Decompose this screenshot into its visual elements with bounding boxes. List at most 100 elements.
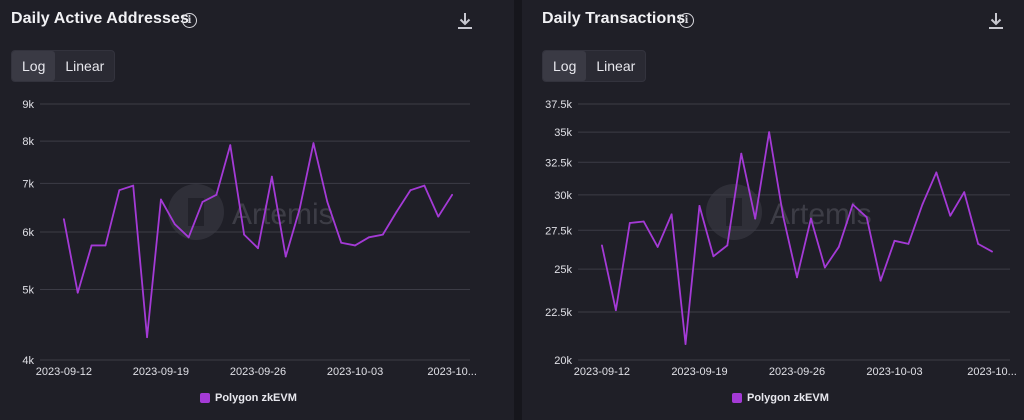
data-point[interactable]	[368, 236, 370, 239]
data-point[interactable]	[893, 239, 896, 242]
x-tick-label: 2023-10...	[967, 366, 1017, 378]
data-point[interactable]	[823, 266, 826, 269]
x-tick-label: 2023-10-03	[866, 366, 922, 378]
chart-title: Daily Transactions	[542, 10, 686, 27]
data-point[interactable]	[173, 223, 176, 226]
data-point[interactable]	[726, 244, 729, 247]
data-point[interactable]	[851, 203, 854, 206]
data-point[interactable]	[132, 184, 135, 187]
data-point[interactable]	[229, 144, 232, 147]
data-point[interactable]	[796, 276, 798, 279]
scale-option-linear[interactable]: Linear	[65, 58, 105, 74]
y-tick-label: 8k	[22, 136, 34, 148]
scale-option-log[interactable]: Log	[12, 51, 56, 81]
data-point[interactable]	[146, 336, 148, 339]
legend-swatch	[200, 393, 210, 403]
download-icon[interactable]	[987, 11, 1005, 31]
x-tick-label: 2023-09-12	[36, 366, 92, 378]
x-tick-label: 2023-10...	[427, 366, 477, 378]
data-point[interactable]	[312, 142, 315, 145]
data-point[interactable]	[118, 189, 121, 192]
y-tick-label: 4k	[22, 355, 34, 367]
x-tick-label: 2023-09-12	[574, 366, 630, 378]
y-tick-label: 27.5k	[545, 225, 572, 237]
y-tick-label: 35k	[554, 127, 572, 139]
data-point[interactable]	[991, 250, 993, 253]
data-point[interactable]	[684, 343, 687, 345]
data-point[interactable]	[642, 220, 645, 223]
line-chart-svg: Artemis 20k 22.5k 25k 27.5k 30k 32.5k 35k 37.5k 2…	[545, 99, 1017, 378]
data-point[interactable]	[409, 189, 412, 192]
data-point[interactable]	[451, 193, 454, 196]
data-point[interactable]	[754, 217, 757, 220]
x-tick-label: 2023-09-19	[133, 366, 189, 378]
data-point[interactable]	[865, 216, 868, 219]
data-point[interactable]	[257, 247, 259, 250]
data-point[interactable]	[656, 246, 659, 248]
data-point[interactable]	[298, 208, 301, 211]
data-point[interactable]	[284, 255, 287, 258]
data-point[interactable]	[670, 213, 673, 216]
y-tick-label: 37.5k	[545, 99, 572, 111]
data-point[interactable]	[977, 242, 980, 245]
scale-option-log[interactable]: Log	[543, 51, 587, 81]
x-tick-label: 2023-10-03	[327, 366, 383, 378]
data-point[interactable]	[921, 203, 924, 206]
panel-divider	[514, 0, 522, 420]
data-point[interactable]	[601, 244, 603, 247]
info-icon[interactable]: i	[679, 13, 694, 28]
data-point[interactable]	[782, 214, 784, 217]
x-tick-label: 2023-09-19	[671, 366, 727, 378]
artemis-watermark: Artemis	[706, 184, 872, 240]
data-point[interactable]	[768, 131, 771, 133]
data-point[interactable]	[76, 291, 79, 294]
data-point[interactable]	[879, 279, 882, 282]
data-point[interactable]	[215, 193, 218, 196]
data-point[interactable]	[614, 309, 617, 312]
data-point[interactable]	[423, 184, 426, 187]
x-tick-label: 2023-09-26	[230, 366, 286, 378]
y-tick-label: 22.5k	[545, 307, 572, 319]
y-tick-label: 7k	[22, 178, 34, 190]
data-point[interactable]	[90, 244, 93, 247]
series-line-polygon-zkevm[interactable]	[62, 142, 453, 339]
data-point[interactable]	[160, 198, 162, 201]
data-point[interactable]	[243, 233, 246, 236]
legend[interactable]: Polygon zkEVM	[732, 392, 829, 404]
data-point[interactable]	[698, 204, 701, 207]
data-point[interactable]	[810, 217, 812, 220]
y-tick-label: 20k	[554, 355, 572, 367]
data-point[interactable]	[837, 246, 840, 248]
data-point[interactable]	[740, 152, 743, 155]
data-point[interactable]	[354, 244, 356, 247]
data-point[interactable]	[326, 201, 329, 203]
data-point[interactable]	[963, 191, 966, 194]
data-point[interactable]	[187, 236, 190, 239]
data-point[interactable]	[437, 215, 440, 218]
data-point[interactable]	[935, 171, 938, 174]
data-point[interactable]	[270, 175, 273, 178]
y-tick-label: 25k	[554, 264, 572, 276]
artemis-watermark-text: Artemis	[770, 198, 872, 231]
data-point[interactable]	[949, 214, 952, 217]
data-point[interactable]	[628, 222, 631, 224]
chart-title: Daily Active Addresses	[11, 10, 189, 27]
info-icon[interactable]: i	[182, 13, 197, 28]
data-point[interactable]	[62, 218, 65, 221]
data-point[interactable]	[201, 201, 204, 203]
data-point[interactable]	[104, 244, 107, 247]
y-tick-label: 5k	[22, 285, 34, 297]
chart-panel-daily-transactions: Daily Transactions i Log Linear Artemis 2…	[522, 0, 1024, 420]
data-point[interactable]	[395, 210, 398, 213]
legend-label: Polygon zkEVM	[747, 392, 829, 404]
data-point[interactable]	[340, 241, 343, 244]
line-chart-svg: Artemis 4k 5k 6k 7k 8k 9k 2023-09-12 2023-09-19 2…	[22, 99, 477, 378]
artemis-logo-icon	[706, 184, 762, 240]
data-point[interactable]	[712, 255, 715, 258]
scale-option-linear[interactable]: Linear	[596, 58, 636, 74]
download-icon[interactable]	[456, 11, 474, 31]
data-point[interactable]	[381, 233, 384, 236]
legend[interactable]: Polygon zkEVM	[200, 392, 297, 404]
data-point[interactable]	[907, 242, 910, 245]
y-tick-label: 30k	[554, 190, 572, 202]
